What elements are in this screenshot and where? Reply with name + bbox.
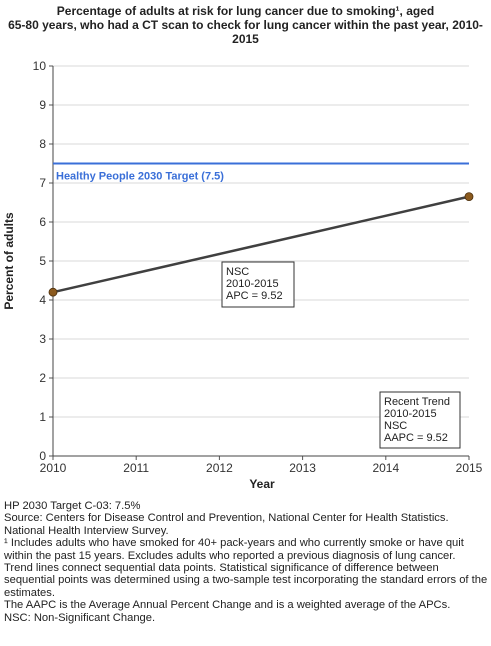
x-tick-label: 2010: [40, 461, 67, 475]
footnotes: HP 2030 Target C-03: 7.5% Source: Center…: [4, 500, 488, 624]
chart-title-line: 2015: [232, 32, 259, 46]
footnote: HP 2030 Target C-03: 7.5%: [4, 500, 141, 512]
x-axis-label: Year: [249, 477, 275, 491]
chart-title: Percentage of adults at risk for lung ca…: [0, 4, 491, 46]
y-tick-label: 9: [39, 98, 46, 112]
annotation-box: [379, 391, 461, 449]
line-chart: 0 1 2 3 4 5 6 7 8 9 10 2010 2011 2012 2013 2014 2015 Year…: [2, 59, 483, 491]
y-tick-label: 8: [39, 137, 46, 151]
footnote: The AAPC is the Average Annual Percent C…: [4, 599, 451, 612]
annotation-text: 2010-2015: [226, 278, 279, 290]
annotation-text: AAPC = 9.52: [384, 432, 448, 444]
y-tick-label: 7: [39, 176, 46, 190]
y-tick-label: 10: [33, 59, 47, 73]
series-line: [52, 195, 470, 294]
x-tick-label: 2015: [456, 461, 483, 475]
chart-title-line: Percentage of adults at risk for lung ca…: [56, 4, 435, 18]
target-label: Healthy People 2030 Target (7.5): [56, 171, 224, 183]
annotation-text: 2010-2015: [384, 408, 437, 420]
y-tick-label: 2: [39, 371, 46, 385]
data-point: [464, 192, 474, 202]
footnote: Trend lines connect sequential data poin…: [4, 562, 488, 599]
footnote: Source: Centers for Disease Control and …: [4, 512, 449, 537]
annotation-text: NSC: [226, 266, 249, 278]
data-point: [48, 287, 58, 297]
y-tick-label: 0: [39, 449, 46, 463]
y-tick-label: 6: [39, 215, 46, 229]
x-tick-label: 2013: [289, 461, 316, 475]
y-tick-label: 1: [39, 410, 46, 424]
y-axis-label: Percent of adults: [2, 212, 16, 310]
y-tick-label: 4: [39, 293, 46, 307]
annotation-text: NSC: [384, 420, 407, 432]
annotation-text: APC = 9.52: [226, 290, 283, 302]
footnote: NSC: Non-Significant Change.: [4, 611, 156, 624]
chart-title-line: 65-80 years, who had a CT scan to check …: [8, 18, 483, 32]
y-tick-label: 3: [39, 332, 46, 346]
x-tick-label: 2014: [372, 461, 399, 475]
x-tick-label: 2011: [123, 461, 149, 475]
x-tick-label: 2012: [206, 461, 233, 475]
annotation-box: [221, 261, 295, 308]
annotation-text: Recent Trend: [384, 396, 450, 408]
footnote: ¹ Includes adults who have smoked for 40…: [4, 537, 464, 562]
y-tick-label: 5: [39, 254, 46, 268]
